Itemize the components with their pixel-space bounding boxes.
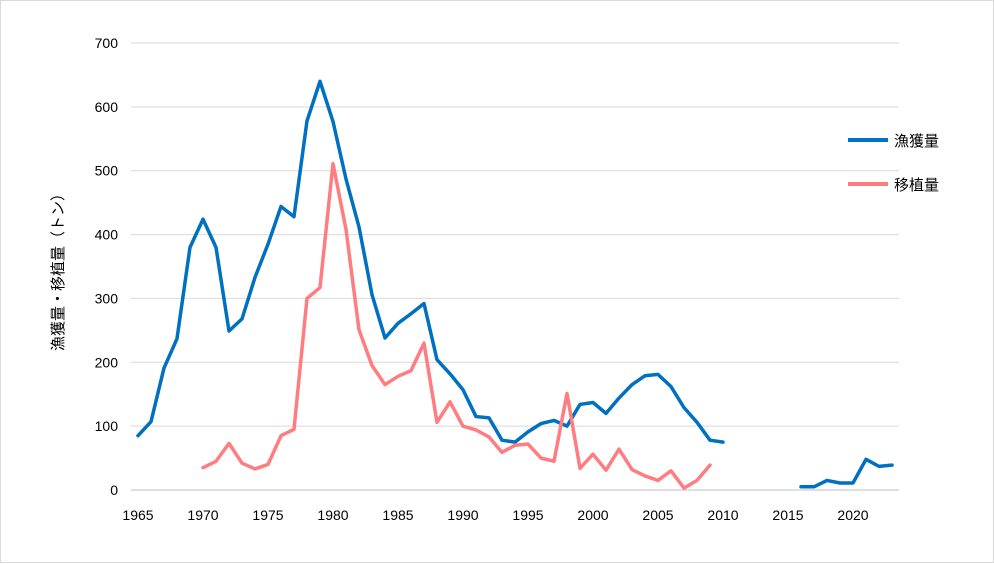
y-tick-label: 100: [95, 418, 119, 434]
x-tick-label: 1995: [512, 507, 543, 523]
legend-label: 漁獲量: [894, 132, 939, 150]
x-tick-label: 1990: [447, 507, 478, 523]
x-tick-label: 2005: [642, 507, 673, 523]
axes: 0 100 200 300 400 500 600 700 1965 1970 1975 1980 19…: [95, 35, 899, 523]
x-tick-label: 1975: [252, 507, 283, 523]
y-tick-label: 400: [95, 227, 119, 243]
y-tick-label: 200: [95, 354, 119, 370]
y-tick-label: 0: [110, 482, 118, 498]
y-tick-label: 600: [95, 99, 119, 115]
y-tick-label: 500: [95, 163, 119, 179]
gridlines: [131, 42, 899, 427]
y-tick-label: 700: [95, 35, 119, 51]
series-lines: [136, 79, 894, 490]
x-tick-label: 1980: [317, 507, 348, 523]
x-tick-label: 2010: [707, 507, 738, 523]
x-tick-label: 1965: [122, 507, 153, 523]
x-tick-label: 2020: [837, 507, 868, 523]
y-axis-label: 漁獲量・移植量（トン）: [49, 186, 67, 351]
series-line-0-segment-1: [799, 457, 894, 489]
x-tick-label: 1970: [187, 507, 218, 523]
series-line-1-segment-0: [201, 161, 712, 490]
x-tick-label: 2000: [577, 507, 608, 523]
series-line-0-segment-0: [136, 79, 725, 444]
legend-label: 移植量: [894, 176, 939, 194]
y-tick-label: 300: [95, 290, 119, 306]
x-tick-label: 1985: [382, 507, 413, 523]
x-tick-label: 2015: [772, 507, 803, 523]
